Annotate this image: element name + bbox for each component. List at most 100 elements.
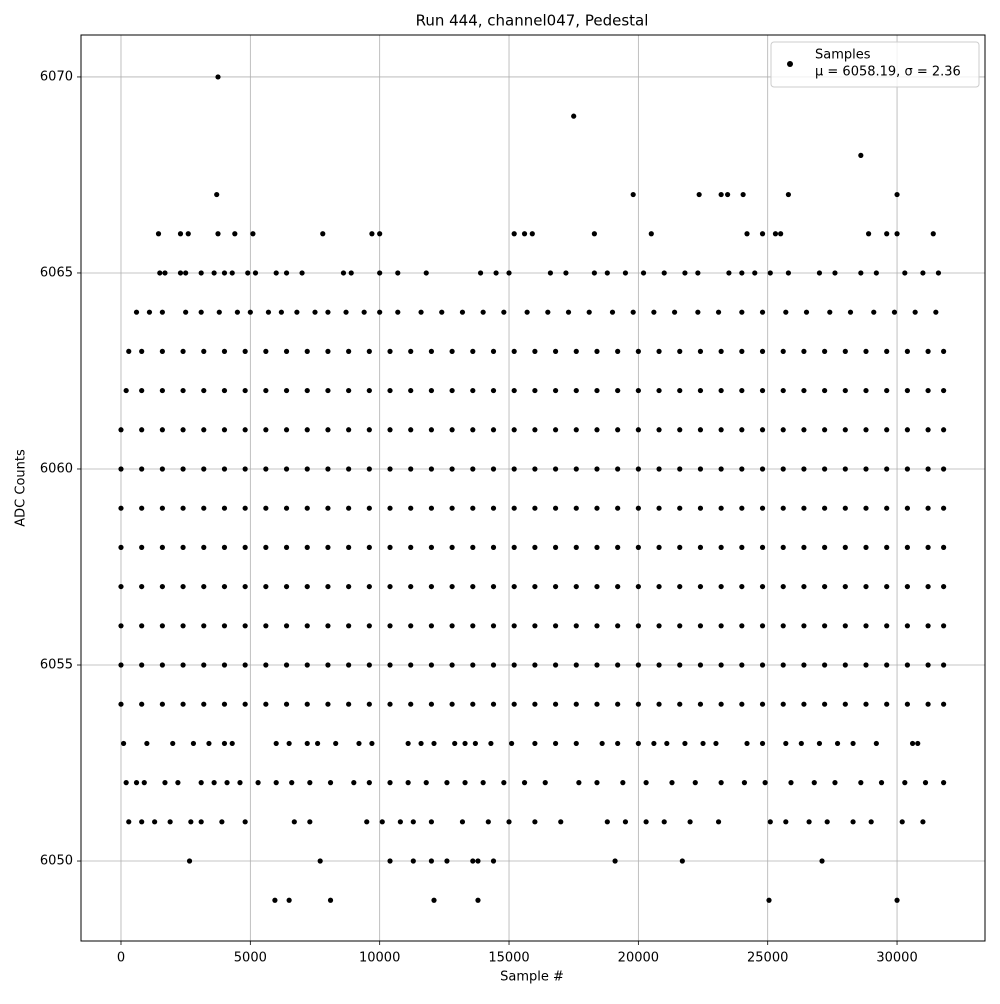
data-point: [263, 662, 269, 668]
data-point: [366, 466, 372, 472]
data-point: [159, 466, 165, 472]
data-point: [224, 780, 230, 786]
data-point: [428, 505, 435, 511]
data-point: [470, 662, 476, 668]
data-point: [511, 466, 517, 472]
data-point: [904, 427, 910, 433]
data-point: [912, 309, 918, 315]
data-point: [366, 623, 372, 629]
data-point: [801, 387, 807, 394]
data-point: [408, 623, 414, 629]
data-point: [878, 780, 885, 786]
data-point: [278, 309, 284, 315]
data-point: [175, 780, 181, 786]
data-point: [759, 505, 766, 511]
data-point: [428, 819, 435, 825]
data-point: [816, 740, 823, 747]
data-point: [718, 387, 724, 394]
data-point: [863, 623, 869, 629]
data-point: [211, 270, 217, 276]
plot-frame: [80, 34, 986, 942]
data-point: [547, 270, 554, 276]
data-point: [490, 427, 497, 433]
data-point: [563, 270, 569, 276]
data-point: [459, 309, 466, 315]
data-point: [449, 662, 455, 668]
data-point: [656, 701, 662, 707]
data-point: [283, 466, 290, 472]
data-point: [346, 583, 352, 590]
data-point: [320, 231, 326, 237]
data-point: [201, 623, 207, 629]
data-point: [739, 544, 745, 550]
data-point: [283, 427, 290, 433]
data-point: [263, 348, 269, 354]
data-point: [452, 740, 458, 747]
data-point: [718, 348, 724, 354]
data-point: [552, 740, 559, 747]
data-point: [346, 662, 352, 668]
data-point: [832, 270, 838, 276]
data-point: [304, 348, 310, 354]
data-point: [904, 662, 910, 668]
data-point: [697, 623, 704, 629]
data-point: [713, 740, 719, 747]
data-point: [615, 623, 621, 629]
data-point: [361, 309, 367, 315]
data-point: [573, 662, 579, 668]
data-point: [842, 623, 848, 629]
data-point: [250, 231, 256, 237]
data-point: [462, 740, 468, 747]
data-point: [346, 701, 352, 707]
data-point: [242, 505, 248, 511]
data-point: [418, 309, 424, 315]
data-point: [408, 505, 414, 511]
data-point: [941, 544, 947, 550]
data-point: [677, 701, 683, 707]
data-point: [661, 819, 667, 825]
data-point: [752, 270, 758, 276]
data-point: [506, 270, 512, 276]
data-point: [524, 309, 530, 315]
data-point: [884, 583, 890, 590]
data-point: [718, 544, 724, 550]
data-point: [459, 819, 466, 825]
data-point: [863, 466, 869, 472]
data-point: [630, 309, 636, 315]
data-point: [677, 544, 683, 550]
data-point: [141, 780, 147, 786]
data-point: [615, 427, 621, 433]
data-point: [366, 544, 372, 550]
data-point: [201, 662, 207, 668]
data-point: [679, 858, 685, 864]
data-point: [444, 858, 450, 864]
data-point: [170, 740, 176, 747]
points: [118, 74, 947, 903]
data-point: [325, 387, 331, 394]
data-point: [369, 740, 375, 747]
data-point: [801, 348, 807, 354]
data-point: [552, 544, 559, 550]
data-point: [615, 662, 621, 668]
data-point: [822, 466, 828, 472]
data-point: [739, 427, 745, 433]
data-point: [118, 623, 124, 629]
data-point: [925, 505, 931, 511]
data-point: [449, 348, 455, 354]
data-point: [664, 740, 670, 747]
data-point: [366, 348, 372, 354]
data-point: [387, 701, 393, 707]
data-point: [159, 505, 165, 511]
data-point: [139, 544, 145, 550]
data-point: [612, 858, 618, 864]
data-point: [242, 387, 248, 394]
data-point: [739, 505, 745, 511]
data-point: [842, 662, 848, 668]
data-point: [740, 191, 746, 198]
data-point: [221, 466, 228, 472]
data-point: [221, 740, 228, 747]
data-point: [387, 583, 393, 590]
data-point: [449, 427, 455, 433]
data-point: [408, 583, 414, 590]
